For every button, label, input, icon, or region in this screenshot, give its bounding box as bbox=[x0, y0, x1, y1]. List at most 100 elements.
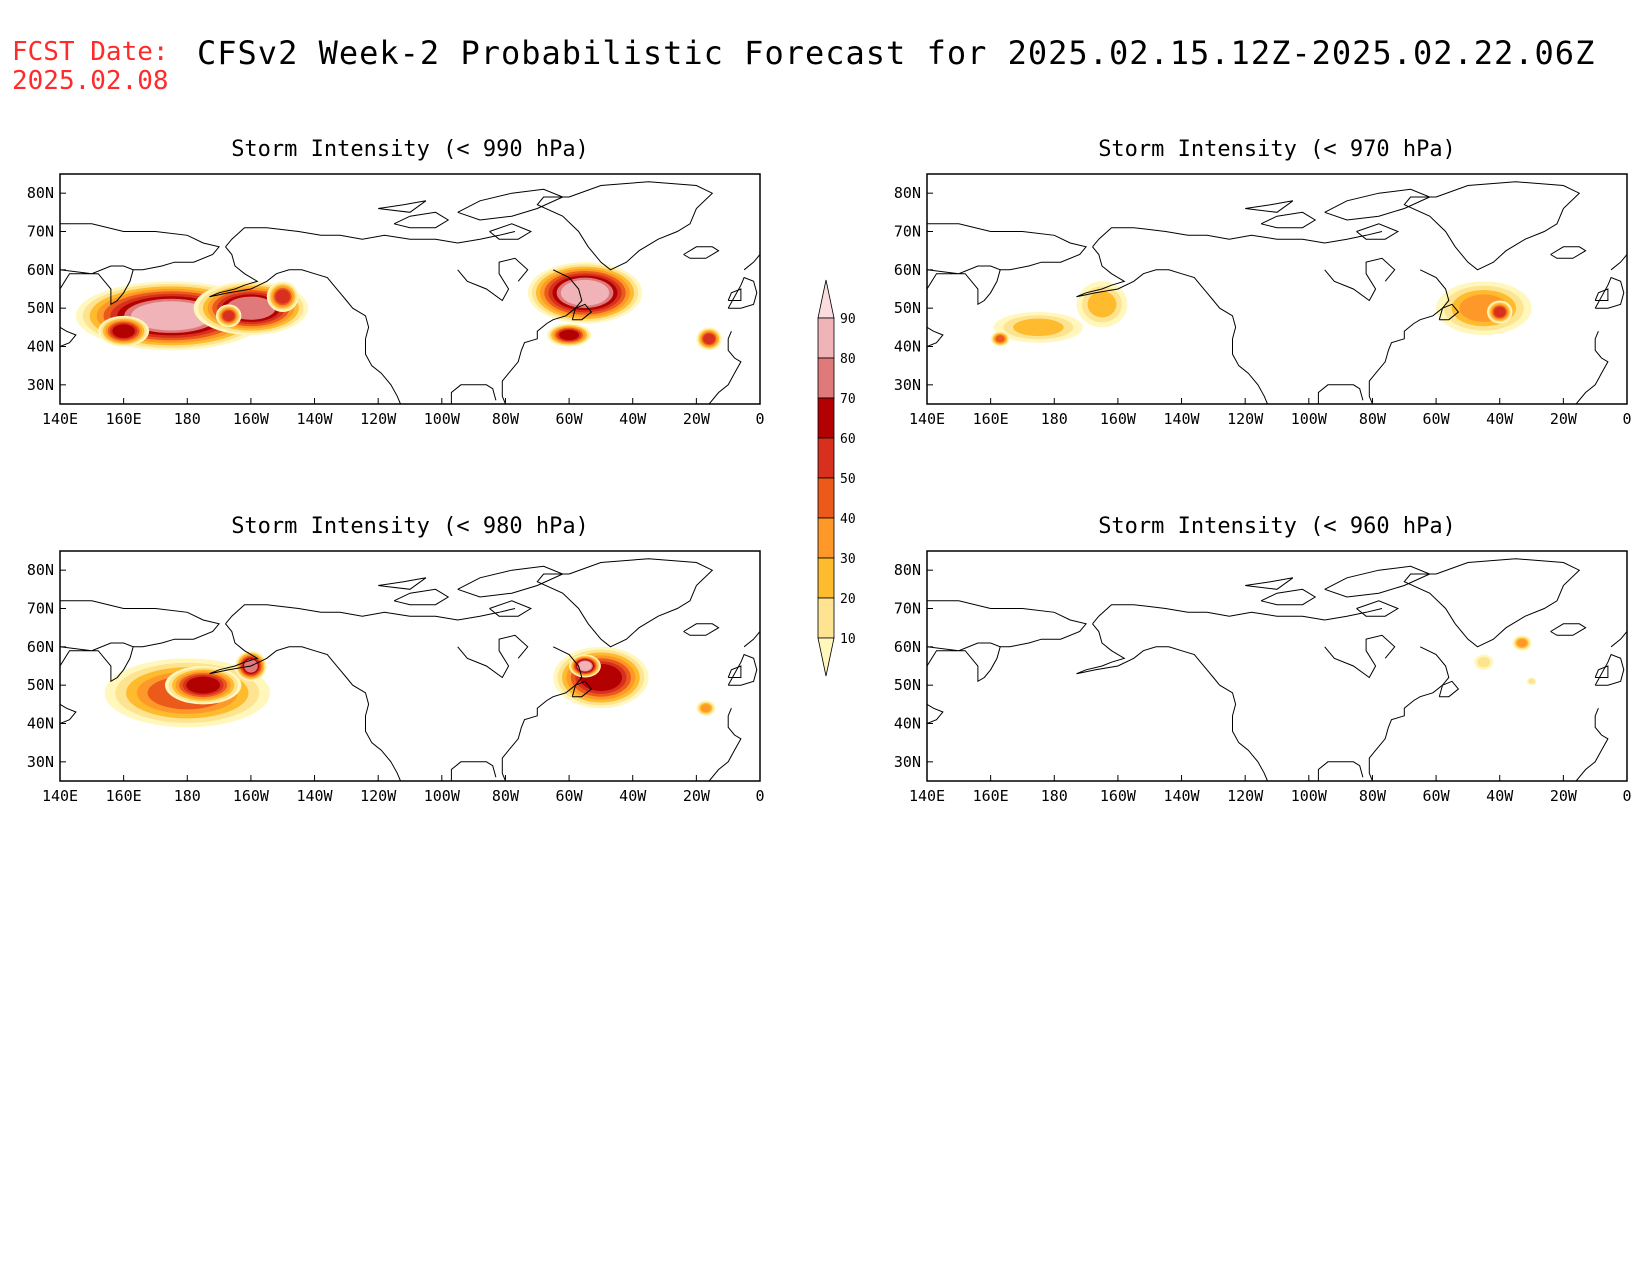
probability-field bbox=[104, 646, 716, 728]
coastline bbox=[393, 588, 450, 606]
lon-tick-label: 40W bbox=[619, 410, 647, 428]
probability-contour bbox=[578, 661, 592, 671]
map-background bbox=[927, 551, 1627, 781]
probability-contour bbox=[112, 324, 135, 338]
lon-tick-label: 120W bbox=[360, 410, 397, 428]
coastline bbox=[60, 703, 77, 724]
coastline bbox=[1575, 708, 1609, 781]
coastline bbox=[1324, 188, 1431, 221]
colorbar-segment bbox=[817, 397, 835, 439]
coastline bbox=[1594, 665, 1609, 678]
probability-contour bbox=[995, 335, 1005, 343]
lat-tick-label: 40N bbox=[894, 338, 921, 356]
lat-tick-label: 60N bbox=[894, 638, 921, 656]
lon-tick-label: 0 bbox=[1622, 410, 1631, 428]
probability-field bbox=[1474, 635, 1537, 686]
lon-tick-label: 0 bbox=[755, 787, 764, 805]
lat-tick-label: 50N bbox=[894, 299, 921, 317]
coastline bbox=[1076, 246, 1268, 404]
map-panel-p960: Storm Intensity (< 960 hPa) 140E 160E 180 16… bbox=[894, 514, 1632, 805]
coastline bbox=[1245, 577, 1294, 590]
lat-tick-label: 60N bbox=[894, 261, 921, 279]
coastline bbox=[536, 558, 714, 648]
colorbar: 90 80 70 60 50 40 30 20 10 bbox=[817, 279, 856, 677]
coastline bbox=[457, 634, 529, 679]
panel-title: Storm Intensity (< 960 hPa) bbox=[1098, 514, 1456, 539]
coastline bbox=[1324, 634, 1396, 679]
lon-tick-label: 40W bbox=[619, 787, 647, 805]
probability-contour bbox=[131, 301, 212, 331]
probability-contour bbox=[1477, 656, 1491, 668]
lat-tick-label: 30N bbox=[27, 753, 54, 771]
probability-field bbox=[990, 281, 1532, 347]
lon-tick-label: 80W bbox=[1359, 787, 1387, 805]
probability-contour bbox=[1517, 639, 1527, 647]
map-panel-p990: Storm Intensity (< 990 hPa) 140E 160E 180 16… bbox=[27, 137, 765, 428]
probability-contour bbox=[1493, 306, 1506, 318]
coastlines bbox=[927, 558, 1627, 781]
lat-tick-label: 30N bbox=[894, 376, 921, 394]
lat-tick-label: 60N bbox=[27, 261, 54, 279]
lon-tick-label: 180 bbox=[174, 410, 201, 428]
probability-contour bbox=[559, 329, 579, 341]
lon-tick-label: 80W bbox=[492, 787, 520, 805]
lat-tick-label: 60N bbox=[27, 638, 54, 656]
lon-tick-label: 140W bbox=[1163, 787, 1200, 805]
colorbar-segment bbox=[817, 357, 835, 399]
coastline bbox=[683, 623, 720, 636]
lon-tick-label: 100W bbox=[1291, 410, 1328, 428]
coastlines bbox=[60, 558, 760, 781]
lon-tick-label: 120W bbox=[1227, 787, 1264, 805]
map-frame bbox=[926, 173, 1628, 405]
colorbar-label: 40 bbox=[840, 512, 856, 527]
probability-contour bbox=[1528, 678, 1535, 684]
coastline bbox=[1368, 646, 1450, 781]
lon-tick-label: 40W bbox=[1486, 787, 1514, 805]
panel-title: Storm Intensity (< 980 hPa) bbox=[231, 514, 589, 539]
lon-tick-label: 60W bbox=[556, 787, 584, 805]
lat-tick-label: 40N bbox=[27, 715, 54, 733]
coastline bbox=[501, 646, 583, 781]
colorbar-segment bbox=[817, 437, 835, 479]
colorbar-segment bbox=[817, 317, 835, 359]
probability-contour bbox=[186, 676, 221, 694]
lon-tick-label: 140E bbox=[42, 787, 78, 805]
lat-tick-label: 50N bbox=[27, 676, 54, 694]
map-panel-p980: Storm Intensity (< 980 hPa) 140E 160E 180 16… bbox=[27, 514, 765, 805]
lat-tick-label: 80N bbox=[894, 184, 921, 202]
coastline bbox=[683, 246, 720, 259]
coastline bbox=[743, 254, 760, 271]
lat-tick-label: 70N bbox=[27, 600, 54, 618]
page-title: CFSv2 Week-2 Probabilistic Forecast for … bbox=[197, 34, 1596, 72]
coastline bbox=[60, 223, 220, 271]
lon-tick-label: 20W bbox=[1550, 410, 1578, 428]
coastline bbox=[1594, 276, 1625, 309]
coastline bbox=[727, 288, 742, 301]
lon-tick-label: 140E bbox=[909, 410, 945, 428]
coastline bbox=[927, 223, 1087, 271]
lon-tick-label: 60W bbox=[1423, 787, 1451, 805]
coastline bbox=[571, 680, 593, 698]
colorbar-label: 80 bbox=[840, 352, 856, 367]
coastline bbox=[1610, 254, 1627, 271]
map-panel-p970: Storm Intensity (< 970 hPa) 140E 160E 180 16… bbox=[894, 137, 1632, 428]
coastline bbox=[501, 269, 583, 404]
lon-tick-label: 180 bbox=[174, 787, 201, 805]
lon-tick-label: 140E bbox=[909, 787, 945, 805]
lon-tick-label: 160W bbox=[233, 787, 270, 805]
coastline bbox=[457, 188, 564, 221]
colorbar-segment bbox=[817, 517, 835, 559]
lat-tick-label: 70N bbox=[894, 223, 921, 241]
coastline bbox=[727, 653, 758, 686]
coastline bbox=[378, 200, 427, 213]
lon-tick-label: 100W bbox=[424, 787, 461, 805]
fcst-label: FCST Date: bbox=[12, 37, 169, 67]
colorbar-label: 20 bbox=[840, 592, 856, 607]
coastline bbox=[1550, 623, 1587, 636]
lat-tick-label: 40N bbox=[27, 338, 54, 356]
colorbar-label: 70 bbox=[840, 392, 856, 407]
lat-tick-label: 40N bbox=[894, 715, 921, 733]
coastline bbox=[1368, 269, 1450, 404]
colorbar-segment bbox=[817, 557, 835, 599]
coastline bbox=[1317, 384, 1364, 404]
